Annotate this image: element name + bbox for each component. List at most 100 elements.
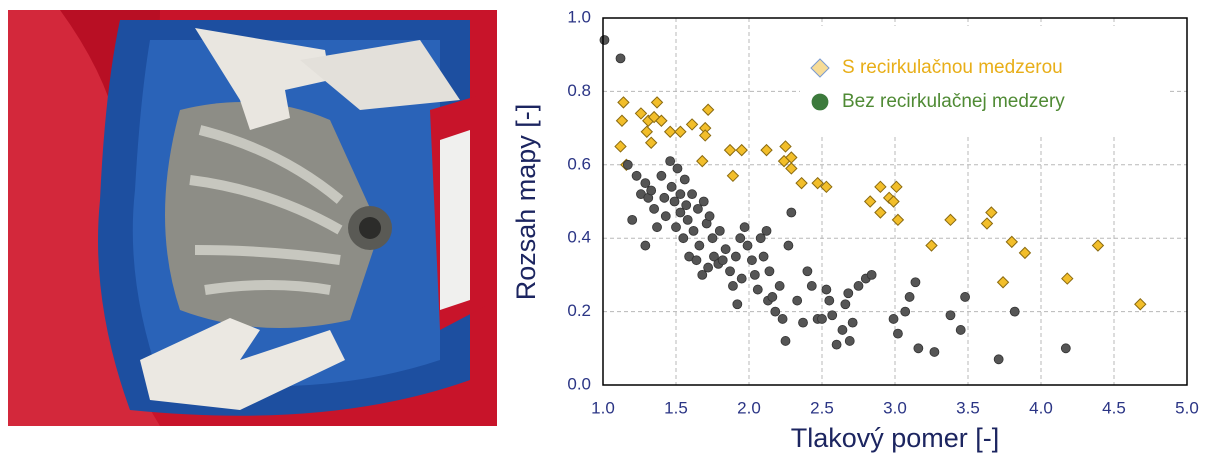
scatter-point — [600, 36, 609, 45]
scatter-point — [893, 329, 902, 338]
scatter-point — [759, 252, 768, 261]
scatter-point — [687, 119, 698, 130]
scatter-point — [740, 223, 749, 232]
scatter-point — [911, 278, 920, 287]
scatter-point — [1062, 273, 1073, 284]
scatter-point — [845, 336, 854, 345]
scatter-point — [848, 318, 857, 327]
scatter-point — [891, 181, 902, 192]
scatter-point — [667, 182, 676, 191]
scatter-point — [675, 126, 686, 137]
y-tick-label: 0.4 — [567, 228, 591, 247]
scatter-point — [733, 300, 742, 309]
scatter-point — [914, 344, 923, 353]
x-tick-label: 1.0 — [591, 398, 615, 417]
y-tick-label: 0.8 — [567, 81, 591, 100]
scatter-point — [641, 126, 652, 137]
scatter-point — [650, 204, 659, 213]
scatter-point — [635, 108, 646, 119]
scatter-point — [838, 325, 847, 334]
legend-box — [800, 26, 1170, 134]
scatter-point — [841, 300, 850, 309]
legend: S recirkulačnou medzerou Bez recirkulačne… — [800, 26, 1170, 134]
scatter-point — [699, 197, 708, 206]
scatter-point — [981, 218, 992, 229]
y-tick-label: 0.2 — [567, 301, 591, 320]
scatter-point — [731, 252, 740, 261]
scatter-point — [956, 325, 965, 334]
x-axis-title: Tlakový pomer [-] — [791, 423, 1000, 453]
scatter-point — [647, 186, 656, 195]
scatter-point — [753, 285, 762, 294]
scatter-point — [1010, 307, 1019, 316]
x-tick-label: 3.0 — [883, 398, 907, 417]
scatter-point — [680, 175, 689, 184]
scatter-point — [998, 277, 1009, 288]
scatter-point — [652, 97, 663, 108]
x-tick-label: 1.5 — [664, 398, 688, 417]
scatter-point — [961, 292, 970, 301]
scatter-point — [689, 226, 698, 235]
scatter-point — [693, 204, 702, 213]
scatter-point — [825, 296, 834, 305]
scatter-point — [666, 157, 675, 166]
scatter-point — [616, 54, 625, 63]
x-tick-label: 2.5 — [810, 398, 834, 417]
scatter-point — [796, 178, 807, 189]
y-tick-label: 0.0 — [567, 374, 591, 393]
scatter-point — [641, 179, 650, 188]
scatter-point — [728, 281, 737, 290]
scatter-point — [657, 171, 666, 180]
scatter-point — [945, 214, 956, 225]
scatter-point — [715, 226, 724, 235]
scatter-point — [1135, 299, 1146, 310]
scatter-point — [737, 274, 746, 283]
scatter-point — [703, 104, 714, 115]
scatter-point — [618, 97, 629, 108]
scatter-point — [889, 314, 898, 323]
legend-label: Bez recirkulačnej medzery — [842, 91, 1065, 112]
scatter-point — [761, 145, 772, 156]
scatter-point — [615, 141, 626, 152]
scatter-point — [665, 126, 676, 137]
scatter-point — [832, 340, 841, 349]
scatter-point — [807, 281, 816, 290]
scatter-point — [747, 256, 756, 265]
y-tick-label: 0.6 — [567, 154, 591, 173]
scatter-point — [854, 281, 863, 290]
scatter-point — [775, 281, 784, 290]
scatter-point — [765, 267, 774, 276]
scatter-point — [828, 311, 837, 320]
scatter-point — [844, 289, 853, 298]
scatter-point — [726, 267, 735, 276]
legend-marker — [812, 94, 828, 110]
scatter-point — [926, 240, 937, 251]
scatter-point — [1019, 247, 1030, 258]
scatter-point — [700, 130, 711, 141]
scatter-point — [653, 223, 662, 232]
legend-label: S recirkulačnou medzerou — [842, 57, 1063, 78]
scatter-point — [778, 314, 787, 323]
scatter-point — [688, 190, 697, 199]
scatter-point — [661, 212, 670, 221]
scatter-point — [697, 156, 708, 167]
scatter-point — [708, 234, 717, 243]
scatter-point — [771, 307, 780, 316]
compressor-photo — [8, 10, 497, 426]
scatter-point — [994, 355, 1003, 364]
figure: 0.00.20.40.60.81.01.01.52.02.53.03.54.04… — [0, 0, 1206, 462]
y-tick-label: 1.0 — [567, 7, 591, 26]
x-tick-label: 4.5 — [1102, 398, 1126, 417]
scatter-point — [799, 318, 808, 327]
scatter-point — [986, 207, 997, 218]
scatter-point — [787, 208, 796, 217]
scatter-point — [721, 245, 730, 254]
x-tick-label: 3.5 — [956, 398, 980, 417]
scatter-point — [705, 212, 714, 221]
scatter-point — [818, 314, 827, 323]
scatter-point — [743, 241, 752, 250]
scatter-point — [718, 256, 727, 265]
scatter-point — [1061, 344, 1070, 353]
scatter-point — [1092, 240, 1103, 251]
scatter-point — [628, 215, 637, 224]
